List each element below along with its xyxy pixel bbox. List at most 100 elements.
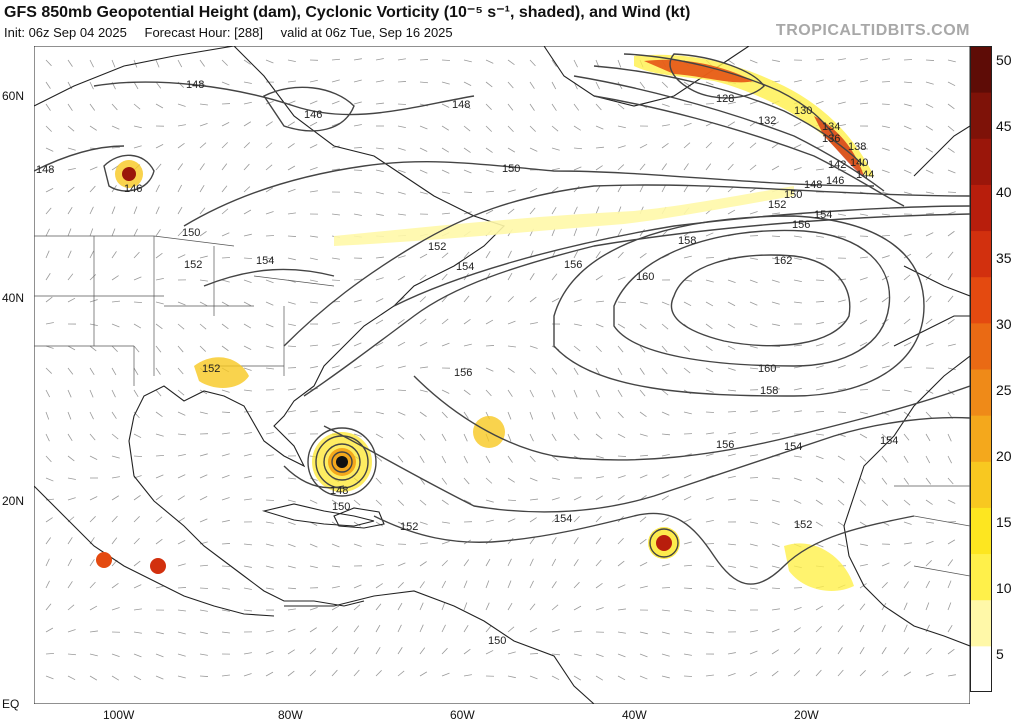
wind-barb	[947, 624, 953, 633]
wind-barb	[859, 646, 865, 655]
colorbar-segment	[970, 230, 992, 278]
wind-barb	[155, 411, 163, 418]
wind-barb	[419, 169, 428, 174]
wind-barb	[661, 587, 671, 589]
wind-barb	[485, 455, 491, 464]
wind-barb	[67, 477, 76, 480]
wind-barb	[177, 474, 186, 479]
wind-barb	[793, 167, 802, 171]
wind-barb	[727, 411, 737, 413]
wind-barb	[903, 191, 912, 195]
wind-barb	[815, 411, 825, 413]
wind-barb	[749, 257, 758, 260]
contour-label: 152	[202, 363, 220, 375]
wind-barb	[793, 279, 802, 283]
wind-barb	[573, 147, 583, 150]
height-contours	[34, 53, 970, 585]
colorbar-segment	[970, 553, 992, 601]
wind-barb	[67, 604, 75, 611]
wind-barb	[111, 206, 116, 215]
wind-barb	[111, 653, 120, 657]
wind-barb	[551, 604, 559, 611]
wind-barb	[529, 345, 538, 349]
wind-barb	[265, 432, 274, 435]
wind-barb	[507, 320, 516, 325]
wind-barb	[551, 103, 557, 111]
wind-barb	[441, 273, 448, 281]
wind-barb	[573, 581, 580, 589]
wind-barb	[463, 103, 471, 110]
wind-barb	[45, 675, 54, 680]
wind-barb	[419, 581, 425, 589]
wind-barb	[771, 608, 780, 611]
wind-barb	[89, 206, 94, 215]
wind-barb	[375, 455, 383, 462]
wind-barb	[551, 81, 557, 90]
wind-barb	[155, 516, 163, 523]
wind-barb	[947, 295, 954, 303]
wind-barb	[595, 206, 600, 215]
wind-barb	[881, 562, 890, 567]
wind-barb	[265, 142, 273, 149]
wind-barb	[683, 631, 692, 635]
wind-barb	[573, 605, 582, 611]
wind-barb	[89, 59, 94, 68]
wind-barb	[111, 323, 120, 328]
wind-barb	[441, 212, 450, 215]
vorticity-core-north	[644, 59, 754, 83]
wind-barb	[507, 345, 516, 348]
wind-barb	[903, 318, 911, 325]
wind-barb	[89, 411, 94, 420]
wind-barb	[287, 59, 296, 63]
wind-barb	[771, 235, 781, 237]
contour-label: 148	[36, 164, 54, 176]
wind-barb	[507, 81, 514, 89]
wind-barb	[375, 499, 383, 506]
wind-barb	[485, 209, 494, 215]
colorbar-tick-label: 20	[996, 448, 1012, 464]
wind-barb	[881, 213, 890, 216]
wind-barb	[221, 432, 230, 435]
wind-barb	[727, 121, 735, 127]
wind-barb	[111, 251, 117, 259]
wind-barb	[881, 296, 889, 303]
wind-barb	[287, 121, 295, 127]
wind-barb	[573, 125, 581, 131]
wind-barb	[881, 582, 888, 589]
wind-barb	[485, 367, 494, 372]
wind-barb	[221, 142, 228, 149]
wind-barb	[617, 164, 625, 171]
wind-barb	[727, 565, 736, 568]
wind-barb	[419, 411, 427, 417]
wind-barb	[551, 455, 559, 462]
wind-barb	[595, 81, 600, 90]
wind-barb	[67, 250, 72, 259]
colorbar-tick-label: 35	[996, 250, 1012, 266]
vorticity-band-midlat	[334, 186, 794, 246]
wind-barb	[419, 296, 427, 303]
wind-barb	[881, 647, 887, 655]
wind-barb	[507, 147, 516, 153]
wind-barb	[617, 125, 626, 129]
wind-barb	[507, 675, 516, 679]
wind-barb	[881, 365, 890, 369]
wind-barb	[265, 211, 274, 215]
wind-barb	[947, 499, 956, 504]
wind-barb	[859, 147, 868, 150]
wind-barb	[925, 672, 934, 677]
wind-barb	[925, 232, 934, 237]
wind-barb	[595, 582, 603, 589]
wind-barb	[375, 341, 384, 347]
wind-barb	[639, 653, 648, 658]
wind-barb	[287, 521, 296, 526]
colorbar-segment	[970, 322, 992, 370]
wind-barb	[881, 275, 890, 281]
vorticity-storm-mid-core	[656, 535, 672, 551]
wind-barb	[903, 59, 913, 61]
wind-barb	[221, 257, 231, 259]
wind-barb	[749, 410, 758, 413]
colorbar-tick-label: 45	[996, 118, 1012, 134]
wind-barb	[463, 389, 471, 396]
wind-barb	[617, 455, 627, 457]
wind-barb	[243, 453, 252, 457]
